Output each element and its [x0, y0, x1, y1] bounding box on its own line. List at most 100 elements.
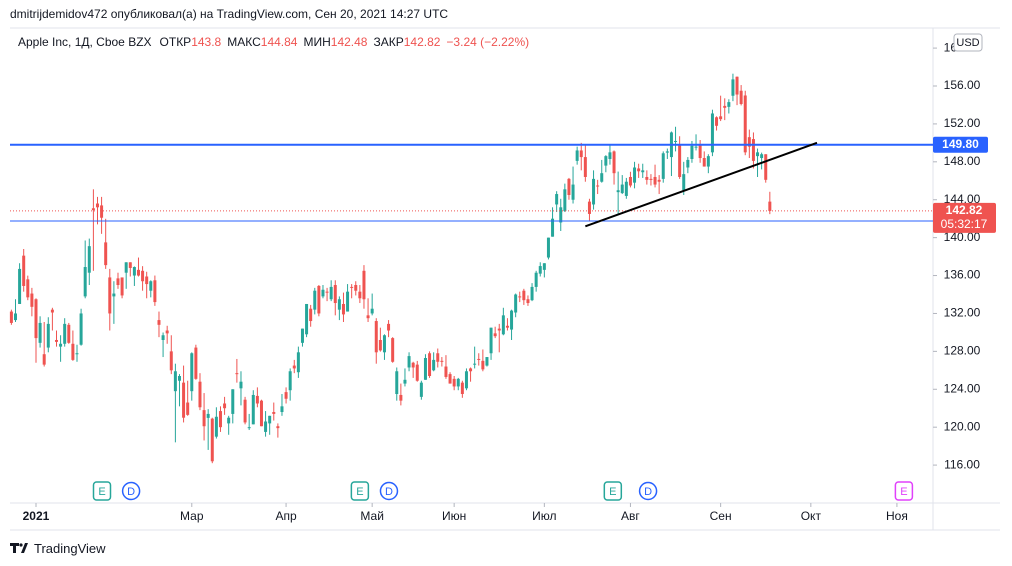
y-tick-label: 136.00	[944, 268, 981, 282]
candle-body	[456, 378, 460, 387]
candle-body	[247, 427, 251, 429]
legend: Apple Inc, 1Д, Cboe BZX ОТКР143.8 МАКС144.…	[18, 35, 535, 49]
event-badge	[379, 481, 399, 501]
currency: USD	[956, 37, 979, 49]
candle-body	[686, 159, 690, 168]
x-tick-label: Май	[360, 509, 384, 523]
x-tick-label: Апр	[275, 509, 297, 523]
candle-body	[579, 150, 583, 158]
candle-body	[268, 415, 272, 424]
candle-body	[555, 194, 559, 205]
event-label: D	[644, 486, 652, 498]
candle-body	[674, 140, 678, 142]
candle-body	[321, 289, 325, 297]
candle-body	[100, 205, 104, 218]
candle-body	[510, 310, 514, 330]
ohlc-label: МАКС	[227, 35, 261, 49]
candle-body	[587, 201, 591, 214]
candle-body	[79, 313, 83, 345]
candle-body	[206, 413, 210, 418]
candle-body	[280, 406, 284, 413]
candle-body	[444, 366, 448, 377]
price-label: 149.80	[942, 137, 979, 151]
candle-body	[87, 246, 91, 273]
candle-body	[26, 279, 30, 298]
x-tick-label: Мар	[180, 509, 204, 523]
candle-body	[440, 360, 444, 362]
candle-body	[194, 347, 198, 379]
candle-body	[735, 76, 739, 95]
y-tick-label: 132.00	[944, 306, 981, 320]
candle-body	[469, 368, 473, 372]
ohlc-label: ОТКР	[159, 35, 192, 49]
candle-body	[284, 392, 288, 399]
ohlc-value: 143.8	[191, 35, 222, 49]
candle-body	[653, 176, 657, 185]
candle-body	[436, 353, 440, 362]
y-tick-label: 148.00	[944, 154, 981, 168]
candle-body	[243, 399, 247, 423]
candle-body	[63, 323, 67, 344]
candle-body	[59, 343, 63, 347]
candle-body	[719, 116, 723, 120]
candle-body	[493, 333, 497, 337]
candle-body	[743, 95, 747, 153]
candle-body	[350, 286, 354, 288]
price-label-box	[933, 136, 988, 153]
candle-body	[694, 146, 698, 148]
candle-body	[678, 144, 682, 177]
candle-body	[378, 339, 382, 351]
candle-body	[366, 315, 370, 319]
candle-body	[382, 335, 386, 353]
candle-body	[108, 277, 112, 314]
candle-body	[423, 357, 427, 380]
candle-body	[276, 426, 280, 429]
candle-body	[415, 364, 419, 381]
ohlc-value: 142.48	[330, 35, 368, 49]
event-badge	[92, 481, 112, 501]
candle-body	[546, 237, 550, 258]
candle-body	[182, 382, 186, 418]
candle-body	[132, 267, 136, 276]
event-label: E	[900, 486, 907, 498]
candle-body	[358, 291, 362, 299]
candle-body	[702, 158, 706, 167]
candle-body	[239, 381, 243, 389]
candle-body	[50, 309, 54, 313]
x-tick-label: Авг	[621, 509, 640, 523]
candle-body	[333, 285, 337, 304]
candle-body	[530, 286, 534, 301]
candle-body	[756, 152, 760, 157]
candle-body	[34, 299, 38, 339]
candle-body	[739, 90, 743, 105]
candle-body	[288, 371, 292, 391]
candle-body	[592, 178, 596, 205]
candle-body	[419, 382, 423, 397]
candle-body	[657, 179, 661, 182]
candle-body	[9, 311, 13, 323]
candle-body	[481, 360, 485, 370]
candle-body	[608, 152, 612, 159]
candle-body	[760, 154, 764, 159]
candle-body	[259, 400, 263, 427]
last-price-box	[933, 202, 996, 233]
candle-body	[313, 290, 317, 310]
candle-body	[104, 242, 108, 266]
candle-body	[112, 293, 116, 297]
trendline	[585, 141, 818, 228]
candle-body	[38, 322, 42, 343]
last-price-label: 142.82	[946, 203, 983, 217]
candle-body	[514, 294, 518, 313]
candle-body	[214, 416, 218, 437]
candle-body	[141, 270, 145, 282]
event-badge	[894, 481, 914, 501]
candle-body	[75, 353, 79, 355]
x-tick-label: Июл	[532, 509, 556, 523]
candle-body	[354, 285, 358, 291]
candle-body	[325, 291, 329, 293]
candle-body	[292, 365, 296, 369]
candle-body	[403, 379, 407, 384]
candle-body	[534, 272, 538, 287]
candle-body	[432, 359, 436, 371]
candle-body	[559, 207, 563, 223]
